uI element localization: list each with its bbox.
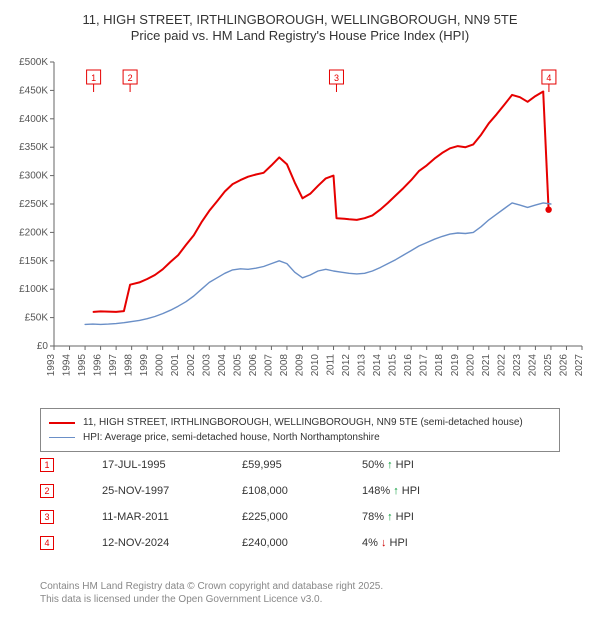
- svg-text:2023: 2023: [512, 354, 523, 377]
- svg-text:£150K: £150K: [19, 256, 48, 267]
- event-date: 11-MAR-2011: [102, 511, 242, 523]
- event-delta: 4% ↓ HPI: [362, 537, 560, 549]
- event-price: £59,995: [242, 459, 362, 471]
- svg-text:2007: 2007: [263, 354, 274, 377]
- footer-line-1: Contains HM Land Registry data © Crown c…: [40, 580, 383, 593]
- svg-text:2017: 2017: [419, 354, 430, 377]
- svg-text:2015: 2015: [388, 354, 399, 377]
- legend-label: HPI: Average price, semi-detached house,…: [83, 430, 380, 445]
- svg-text:2008: 2008: [279, 354, 290, 377]
- svg-text:2025: 2025: [543, 354, 554, 377]
- svg-text:£0: £0: [37, 341, 49, 352]
- legend-row: 11, HIGH STREET, IRTHLINGBOROUGH, WELLIN…: [49, 415, 551, 430]
- page-root: 11, HIGH STREET, IRTHLINGBOROUGH, WELLIN…: [0, 0, 600, 620]
- legend-label: 11, HIGH STREET, IRTHLINGBOROUGH, WELLIN…: [83, 415, 523, 430]
- chart-area: £0 £50K £100K £150K £200K £250K £300K £350K £400…: [12, 56, 588, 396]
- event-date: 17-JUL-1995: [102, 459, 242, 471]
- event-date: 12-NOV-2024: [102, 537, 242, 549]
- event-price: £108,000: [242, 485, 362, 497]
- event-row: 1 17-JUL-1995£59,99550% ↑ HPI: [40, 452, 560, 478]
- svg-text:4: 4: [546, 73, 551, 83]
- svg-text:2021: 2021: [481, 354, 492, 377]
- svg-text:2002: 2002: [186, 354, 197, 377]
- legend-swatch: [49, 422, 75, 424]
- event-date: 25-NOV-1997: [102, 485, 242, 497]
- title-line-2: Price paid vs. HM Land Registry's House …: [0, 28, 600, 44]
- svg-text:1993: 1993: [46, 354, 57, 377]
- svg-text:2013: 2013: [357, 354, 368, 377]
- svg-text:£300K: £300K: [19, 171, 48, 182]
- svg-text:2011: 2011: [326, 354, 337, 376]
- event-row: 2 25-NOV-1997£108,000148% ↑ HPI: [40, 478, 560, 504]
- svg-text:£50K: £50K: [25, 313, 49, 324]
- svg-text:2: 2: [128, 73, 133, 83]
- svg-text:2006: 2006: [248, 354, 259, 377]
- chart-title: 11, HIGH STREET, IRTHLINGBOROUGH, WELLIN…: [0, 0, 600, 45]
- svg-text:1998: 1998: [124, 354, 135, 377]
- svg-text:2004: 2004: [217, 354, 228, 377]
- footer-attribution: Contains HM Land Registry data © Crown c…: [40, 580, 383, 606]
- svg-text:2003: 2003: [201, 354, 212, 377]
- title-line-1: 11, HIGH STREET, IRTHLINGBOROUGH, WELLIN…: [0, 12, 600, 28]
- svg-text:2027: 2027: [574, 354, 585, 377]
- svg-text:1996: 1996: [93, 354, 104, 377]
- event-delta: 78% ↑ HPI: [362, 511, 560, 523]
- events-table: 1 17-JUL-1995£59,99550% ↑ HPI 2 25-NOV-1997…: [40, 452, 560, 556]
- event-marker: 4: [40, 536, 54, 550]
- svg-text:£100K: £100K: [19, 284, 48, 295]
- svg-text:2022: 2022: [496, 354, 507, 377]
- svg-text:2016: 2016: [403, 354, 414, 377]
- chart-svg: £0 £50K £100K £150K £200K £250K £300K £350K £400…: [12, 56, 588, 396]
- svg-text:2000: 2000: [155, 354, 166, 377]
- event-price: £240,000: [242, 537, 362, 549]
- svg-text:2026: 2026: [558, 354, 569, 377]
- legend-swatch: [49, 437, 75, 438]
- svg-text:£200K: £200K: [19, 227, 48, 238]
- event-delta: 50% ↑ HPI: [362, 459, 560, 471]
- svg-text:3: 3: [334, 73, 339, 83]
- legend-row: HPI: Average price, semi-detached house,…: [49, 430, 551, 445]
- svg-text:£450K: £450K: [19, 85, 48, 96]
- legend-box: 11, HIGH STREET, IRTHLINGBOROUGH, WELLIN…: [40, 408, 560, 452]
- event-marker: 2: [40, 484, 54, 498]
- svg-text:2019: 2019: [450, 354, 461, 377]
- svg-text:£350K: £350K: [19, 142, 48, 153]
- event-marker: 3: [40, 510, 54, 524]
- svg-text:1995: 1995: [77, 354, 88, 377]
- svg-text:1999: 1999: [139, 354, 150, 377]
- svg-text:2009: 2009: [294, 354, 305, 377]
- svg-text:1: 1: [91, 73, 96, 83]
- svg-text:2005: 2005: [232, 354, 243, 377]
- footer-line-2: This data is licensed under the Open Gov…: [40, 593, 383, 606]
- svg-text:2001: 2001: [170, 354, 181, 377]
- svg-text:£250K: £250K: [19, 199, 48, 210]
- event-price: £225,000: [242, 511, 362, 523]
- svg-text:2014: 2014: [372, 354, 383, 377]
- event-delta: 148% ↑ HPI: [362, 485, 560, 497]
- event-row: 4 12-NOV-2024£240,0004% ↓ HPI: [40, 530, 560, 556]
- svg-text:2020: 2020: [465, 354, 476, 377]
- svg-text:£400K: £400K: [19, 114, 48, 125]
- svg-text:2018: 2018: [434, 354, 445, 377]
- svg-text:2012: 2012: [341, 354, 352, 377]
- svg-text:£500K: £500K: [19, 57, 48, 68]
- svg-text:1994: 1994: [62, 354, 73, 377]
- svg-text:2010: 2010: [310, 354, 321, 377]
- svg-text:2024: 2024: [527, 354, 538, 377]
- event-row: 3 11-MAR-2011£225,00078% ↑ HPI: [40, 504, 560, 530]
- svg-text:1997: 1997: [108, 354, 119, 377]
- event-marker: 1: [40, 458, 54, 472]
